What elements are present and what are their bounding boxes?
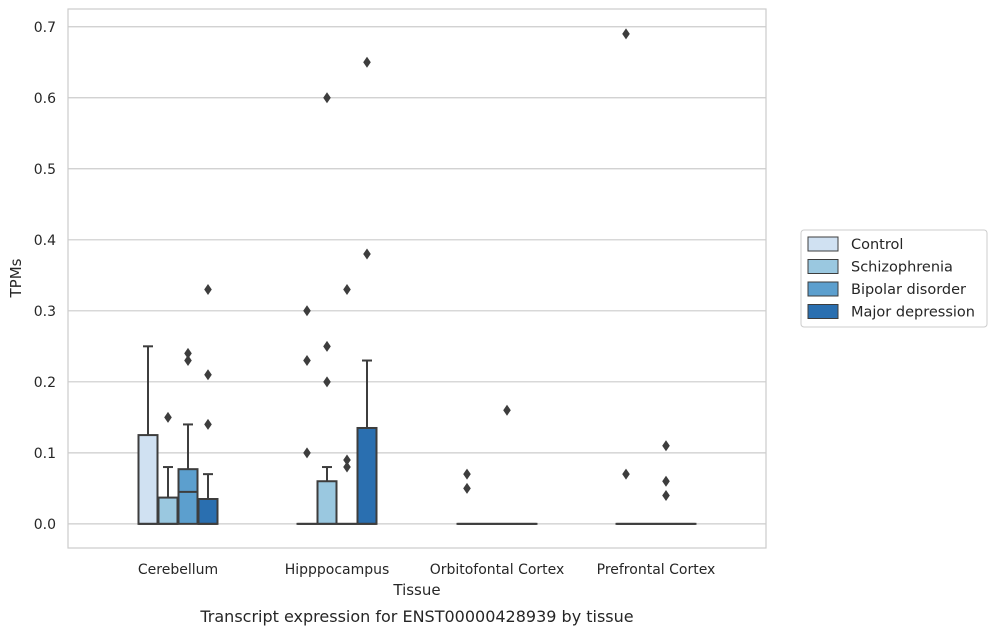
box-plot-series	[137, 28, 697, 525]
box-bipolar-disorder	[496, 404, 518, 525]
outlier-point	[303, 447, 311, 459]
outlier-point	[204, 284, 212, 296]
legend-label: Schizophrenia	[851, 260, 953, 276]
box	[177, 468, 199, 525]
legend-swatch	[807, 259, 839, 274]
box-control	[615, 28, 637, 525]
box-schizophrenia	[157, 411, 179, 525]
gridlines	[68, 26, 766, 525]
y-tick-label: 0.5	[34, 162, 56, 178]
x-tick-label: Hipppocampus	[285, 562, 390, 578]
y-tick-label: 0.0	[34, 517, 56, 533]
outlier-point	[343, 454, 351, 466]
x-axis-ticks: Cerebellum Hipppocampus Orbitofontal Corte…	[138, 562, 715, 578]
legend-label: Bipolar disorder	[851, 282, 966, 298]
legend-swatch	[807, 236, 839, 252]
y-tick-label: 0.6	[34, 91, 56, 107]
box-control	[456, 468, 478, 525]
outlier-point	[343, 284, 351, 296]
outlier-point	[323, 340, 331, 352]
legend-label: Major depression	[851, 305, 975, 321]
outlier-point	[662, 475, 670, 487]
outlier-point	[503, 404, 511, 416]
legend-label: Control	[851, 237, 903, 253]
outlier-point	[303, 355, 311, 367]
x-tick-label: Prefrontal Cortex	[597, 562, 716, 578]
x-axis-label: Tissue	[392, 581, 440, 599]
y-tick-label: 0.1	[34, 446, 56, 462]
outlier-point	[303, 305, 311, 317]
outlier-point	[164, 411, 172, 423]
legend-swatch	[807, 304, 839, 319]
legend-swatch	[807, 281, 839, 297]
box-major-depression	[197, 284, 219, 525]
outlier-point	[662, 489, 670, 501]
box-control	[296, 305, 318, 525]
box	[197, 498, 219, 525]
box	[157, 496, 179, 525]
outlier-point	[204, 418, 212, 430]
x-tick-label: Orbitofontal Cortex	[430, 562, 565, 578]
outlier-point	[323, 376, 331, 388]
outlier-point	[343, 461, 351, 473]
box-major-depression	[356, 56, 378, 525]
box	[316, 480, 338, 525]
y-axis-label: TPMs	[7, 258, 25, 298]
outlier-point	[463, 468, 471, 480]
box-bipolar-disorder	[336, 284, 358, 525]
chart-caption: Transcript expression for ENST0000042893…	[199, 607, 633, 626]
outlier-point	[184, 355, 192, 367]
y-axis-ticks: 0.0 0.1 0.2 0.3 0.4 0.5 0.6 0.7	[34, 20, 56, 533]
outlier-point	[622, 28, 630, 40]
outlier-point	[622, 468, 630, 480]
legend-frame	[800, 229, 988, 328]
y-tick-label: 0.3	[34, 304, 56, 320]
outlier-point	[204, 369, 212, 381]
outlier-point	[662, 440, 670, 452]
box	[137, 434, 159, 525]
box	[356, 426, 378, 525]
box-bipolar-disorder	[177, 347, 199, 525]
outlier-point	[184, 347, 192, 359]
outlier-point	[323, 92, 331, 104]
y-tick-label: 0.7	[34, 20, 56, 36]
plot-frame	[67, 8, 767, 549]
box-schizophrenia	[316, 92, 338, 525]
box-control	[137, 345, 159, 525]
y-tick-label: 0.2	[34, 375, 56, 391]
x-tick-label: Cerebellum	[138, 562, 218, 578]
outlier-point	[463, 482, 471, 494]
y-tick-label: 0.4	[34, 233, 56, 249]
outlier-point	[363, 56, 371, 68]
legend: Control Schizophrenia Bipolar disorder Majo…	[800, 229, 988, 328]
outlier-point	[363, 248, 371, 260]
